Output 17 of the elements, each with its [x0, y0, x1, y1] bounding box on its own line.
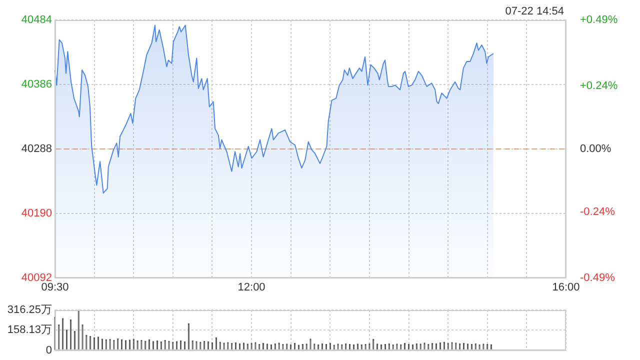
y2-tick-label: -0.24%: [580, 206, 616, 218]
y-tick-label: 158.13万: [7, 324, 52, 336]
y2-tick-label: +0.24%: [580, 80, 618, 92]
x-tick-label: 12:00: [238, 282, 266, 294]
y2-tick-label: 0.00%: [580, 143, 612, 156]
y-tick-label: 0: [46, 344, 52, 356]
text: 07-22 14:54: [505, 6, 564, 18]
y-tick-label: 40092: [21, 272, 52, 284]
y-tick-label: 40288: [21, 143, 52, 156]
x-tick-label: 16:00: [552, 282, 580, 294]
x-tick-label: 09:30: [41, 282, 69, 294]
y-tick-label: 316.25万: [7, 304, 52, 316]
y-tick-label: 40190: [21, 208, 52, 220]
y2-tick-label: -0.49%: [580, 272, 616, 284]
y-tick-label: 40386: [21, 78, 52, 91]
y-tick-label: 40484: [21, 14, 52, 26]
y2-tick-label: +0.49%: [580, 14, 618, 26]
